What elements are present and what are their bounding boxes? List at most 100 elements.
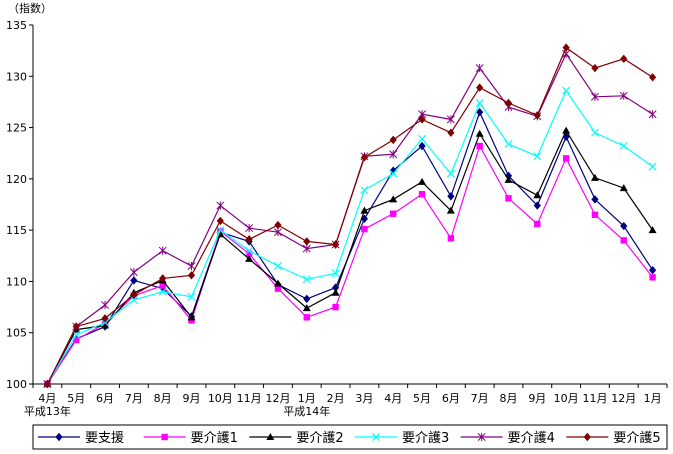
data-point — [562, 86, 571, 95]
data-point — [331, 288, 340, 296]
data-point — [591, 92, 599, 101]
data-point — [101, 300, 109, 310]
data-point — [620, 237, 627, 244]
data-point — [332, 303, 339, 311]
data-point — [533, 191, 542, 199]
x-tick-label: 4月 — [384, 392, 402, 405]
series-line — [46, 110, 654, 385]
axes — [29, 24, 668, 388]
legend-item: 要介護1 — [143, 430, 238, 446]
data-point — [562, 132, 570, 142]
data-point — [245, 235, 253, 244]
marker-stroke — [331, 269, 340, 278]
data-point — [389, 169, 398, 178]
data-point — [302, 304, 311, 312]
y-tick-label: 135 — [6, 19, 27, 32]
x-tick-label: 4月 — [38, 392, 56, 405]
data-point — [274, 220, 282, 230]
data-point — [476, 107, 484, 117]
data-point — [43, 379, 52, 389]
data-point — [475, 63, 484, 73]
x-tick-label: 7月 — [125, 392, 143, 405]
data-point — [620, 221, 628, 231]
data-point — [303, 314, 310, 321]
x-tick-label: 6月 — [96, 392, 114, 405]
marker-stroke — [273, 262, 282, 271]
data-point — [534, 220, 541, 228]
data-point — [562, 126, 571, 134]
data-point — [360, 214, 369, 224]
data-point — [389, 166, 397, 175]
data-point — [418, 134, 427, 143]
data-point — [302, 275, 311, 284]
data-point — [130, 276, 138, 285]
y-axis-label: （指数） — [8, 1, 52, 15]
data-point — [648, 265, 657, 275]
series-line — [46, 144, 654, 385]
data-point — [187, 271, 196, 280]
data-point — [159, 282, 166, 289]
legend-marker — [477, 432, 486, 442]
data-point — [361, 225, 368, 233]
data-point — [562, 43, 570, 52]
x-tick-label: 12月 — [611, 392, 636, 405]
data-point — [390, 210, 397, 217]
data-point — [591, 211, 599, 218]
data-point — [562, 155, 570, 162]
data-point — [245, 223, 254, 233]
year-label: 平成14年 — [283, 404, 330, 418]
data-point — [446, 115, 455, 124]
data-point — [331, 240, 340, 249]
marker-stroke — [533, 152, 542, 161]
data-point — [447, 235, 455, 242]
data-point — [590, 173, 599, 181]
year-label: 平成13年 — [24, 404, 71, 418]
x-tick-label: 11月 — [237, 392, 262, 405]
data-point — [446, 169, 455, 178]
legend-marker — [55, 432, 63, 442]
data-point — [73, 336, 80, 344]
marker-stroke — [590, 128, 599, 137]
marker-stroke — [158, 287, 167, 296]
data-point — [389, 135, 397, 145]
x-tick-label: 5月 — [67, 392, 85, 405]
marker-stroke — [562, 86, 571, 95]
legend-label: 要介護3 — [402, 430, 449, 446]
data-point — [619, 91, 628, 100]
data-point — [101, 314, 109, 323]
data-point — [245, 250, 253, 257]
y-tick-label: 100 — [6, 378, 27, 391]
x-tick-label: 8月 — [500, 392, 518, 405]
series-group — [43, 43, 657, 389]
series-3 — [43, 126, 657, 387]
y-tick-label: 110 — [6, 275, 27, 288]
x-tick-label: 1月 — [644, 392, 662, 405]
legend-marker — [161, 433, 168, 441]
legend-item: 要支援 — [38, 431, 124, 446]
series-line — [46, 52, 653, 385]
data-point — [274, 228, 282, 237]
data-point — [533, 201, 541, 210]
y-tick-label: 125 — [6, 122, 27, 135]
marker-stroke — [371, 432, 381, 442]
data-point — [187, 313, 196, 321]
data-point — [389, 195, 398, 203]
legend-label: 要介護2 — [296, 430, 343, 446]
data-point — [418, 177, 427, 185]
data-point — [273, 279, 282, 287]
series-1 — [43, 107, 657, 389]
data-point — [389, 150, 398, 159]
x-tick-label: 10月 — [208, 392, 233, 405]
marker-stroke — [216, 226, 225, 235]
marker-stroke — [475, 98, 484, 107]
data-point — [418, 141, 426, 151]
marker-stroke — [360, 186, 369, 195]
y-tick-label: 120 — [6, 173, 27, 186]
data-point — [504, 98, 513, 108]
data-point — [476, 83, 484, 92]
x-tick-label: 2月 — [327, 392, 345, 405]
legend-item: 要介護5 — [566, 430, 661, 446]
data-point — [648, 73, 657, 82]
data-point — [331, 269, 340, 278]
